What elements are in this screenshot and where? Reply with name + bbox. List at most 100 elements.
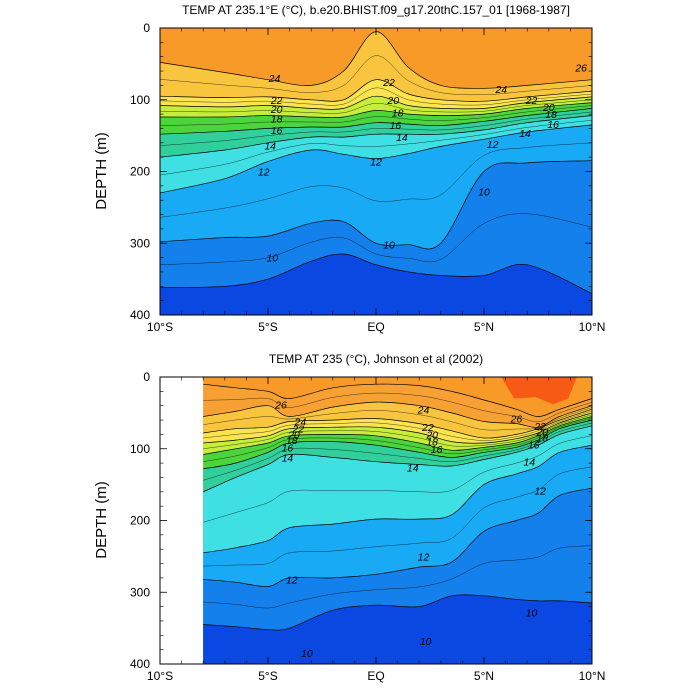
contour-line-10 [203,487,593,587]
y-axis: 0 100 200 300 400 [130,370,592,671]
x-tick-label: 5°S [258,669,277,683]
contour-line-9 [203,594,593,631]
contour-label: 14 [407,462,419,474]
contour-label: 10 [383,240,395,252]
contour-label: 12 [487,139,499,151]
x-tick-label: 10°S [147,669,173,683]
y-tick-label: 100 [130,93,150,107]
contour-line-intermediate [203,545,593,609]
contour-label: 22 [533,421,546,433]
x-axis: 10°S 5°S EQ 5°N 10°N [147,377,605,683]
contour-label: 12 [258,167,270,179]
x-tick-label: 5°S [258,320,277,334]
contour-label: 14 [396,132,408,144]
contour-line-intermediate [203,422,593,481]
contour-line-24 [203,401,593,428]
x-tick-label: EQ [367,669,384,683]
contour-line-intermediate [203,414,593,450]
x-tick-label: 10°N [579,669,606,683]
contour-label: 26 [510,414,523,426]
contour-line-20 [203,412,593,444]
contour-label: 18 [536,432,548,444]
x-tick-label: 10°S [147,320,173,334]
x-tick-label: 5°N [474,669,494,683]
contour-line-16 [159,108,593,135]
contour-label: 24 [417,404,430,416]
y-tick-label: 300 [130,585,150,599]
contour-label: 22 [382,77,395,89]
contour-line-intermediate [159,111,593,146]
contour-label: 16 [547,119,559,131]
panel-title: TEMP AT 235 (°C), Johnson et al (2002) [269,352,483,366]
x-axis: 10°S 5°S EQ 5°N 10°N [147,28,605,334]
contour-label: 10 [301,648,313,660]
contour-line-intermediate [159,142,593,218]
contour-label: 10 [478,187,490,199]
contour-line-12 [159,124,593,194]
contour-label: 12 [418,551,430,563]
contour-line-intermediate [203,392,593,423]
contour-line-14 [203,425,593,493]
contour-label: 18 [271,113,283,125]
contour-label: 22 [270,95,283,107]
contour-label: 26 [574,62,587,74]
contour-label: 20 [425,429,438,441]
contour-label: 18 [286,435,298,447]
contour-label: 24 [294,416,307,428]
y-tick-label: 400 [130,308,150,322]
contour-line-intermediate [203,466,593,567]
y-axis: 0 100 200 300 400 [130,21,592,322]
contour-label: 20 [542,102,555,114]
panel-observations: TEMP AT 235 (°C), Johnson et al (2002) 2… [93,352,605,683]
contour-label: 22 [291,424,304,436]
contour-line-intermediate [159,87,593,106]
panel-model: TEMP AT 235.1°E (°C), b.e20.BHIST.f09_g1… [93,3,605,334]
contour-line-18 [159,102,593,118]
contour-label: 20 [270,104,283,116]
contour-label: 16 [528,439,540,451]
contour-band-27 [501,377,577,405]
contour-label: 20 [287,429,300,441]
y-tick-label: 100 [130,442,150,456]
contour-band-9 [203,594,592,664]
contour-label: 24 [494,84,507,96]
contour-label: 10 [420,636,432,648]
y-tick-label: 0 [143,21,150,35]
contour-label: 12 [370,156,382,168]
y-tick-label: 0 [143,370,150,384]
contour-label: 20 [535,427,548,439]
contour-label: 14 [282,452,294,464]
x-tick-label: 10°N [579,320,606,334]
contour-fill-layer [160,28,592,316]
contour-line-18 [203,416,593,455]
contour-label: 18 [545,109,557,121]
contour-line-layer [159,31,593,294]
contour-label: 20 [386,95,399,107]
x-tick-label: 5°N [474,320,494,334]
contour-label: 10 [266,253,278,265]
contour-line-intermediate [159,99,593,114]
contour-label: 14 [519,128,531,140]
contour-line-20 [159,95,593,110]
contour-line-intermediate [203,418,593,462]
contour-band-9 [160,253,592,315]
contour-label: 18 [392,108,404,120]
contour-line-layer [203,383,593,631]
contour-label: 14 [264,141,276,153]
y-tick-label: 300 [130,236,150,250]
panel-title: TEMP AT 235.1°E (°C), b.e20.BHIST.f09_g1… [182,3,570,17]
x-tick-label: EQ [367,320,384,334]
contour-label: 18 [426,437,438,449]
contour-label: 10 [526,607,538,619]
y-axis-label: DEPTH (m) [93,481,110,559]
contour-line-intermediate [159,119,593,176]
contour-label: 12 [534,485,546,497]
contour-label: 16 [390,120,402,132]
contour-line-22 [159,79,593,102]
contour-line-22 [203,408,593,439]
y-tick-label: 400 [130,657,150,671]
